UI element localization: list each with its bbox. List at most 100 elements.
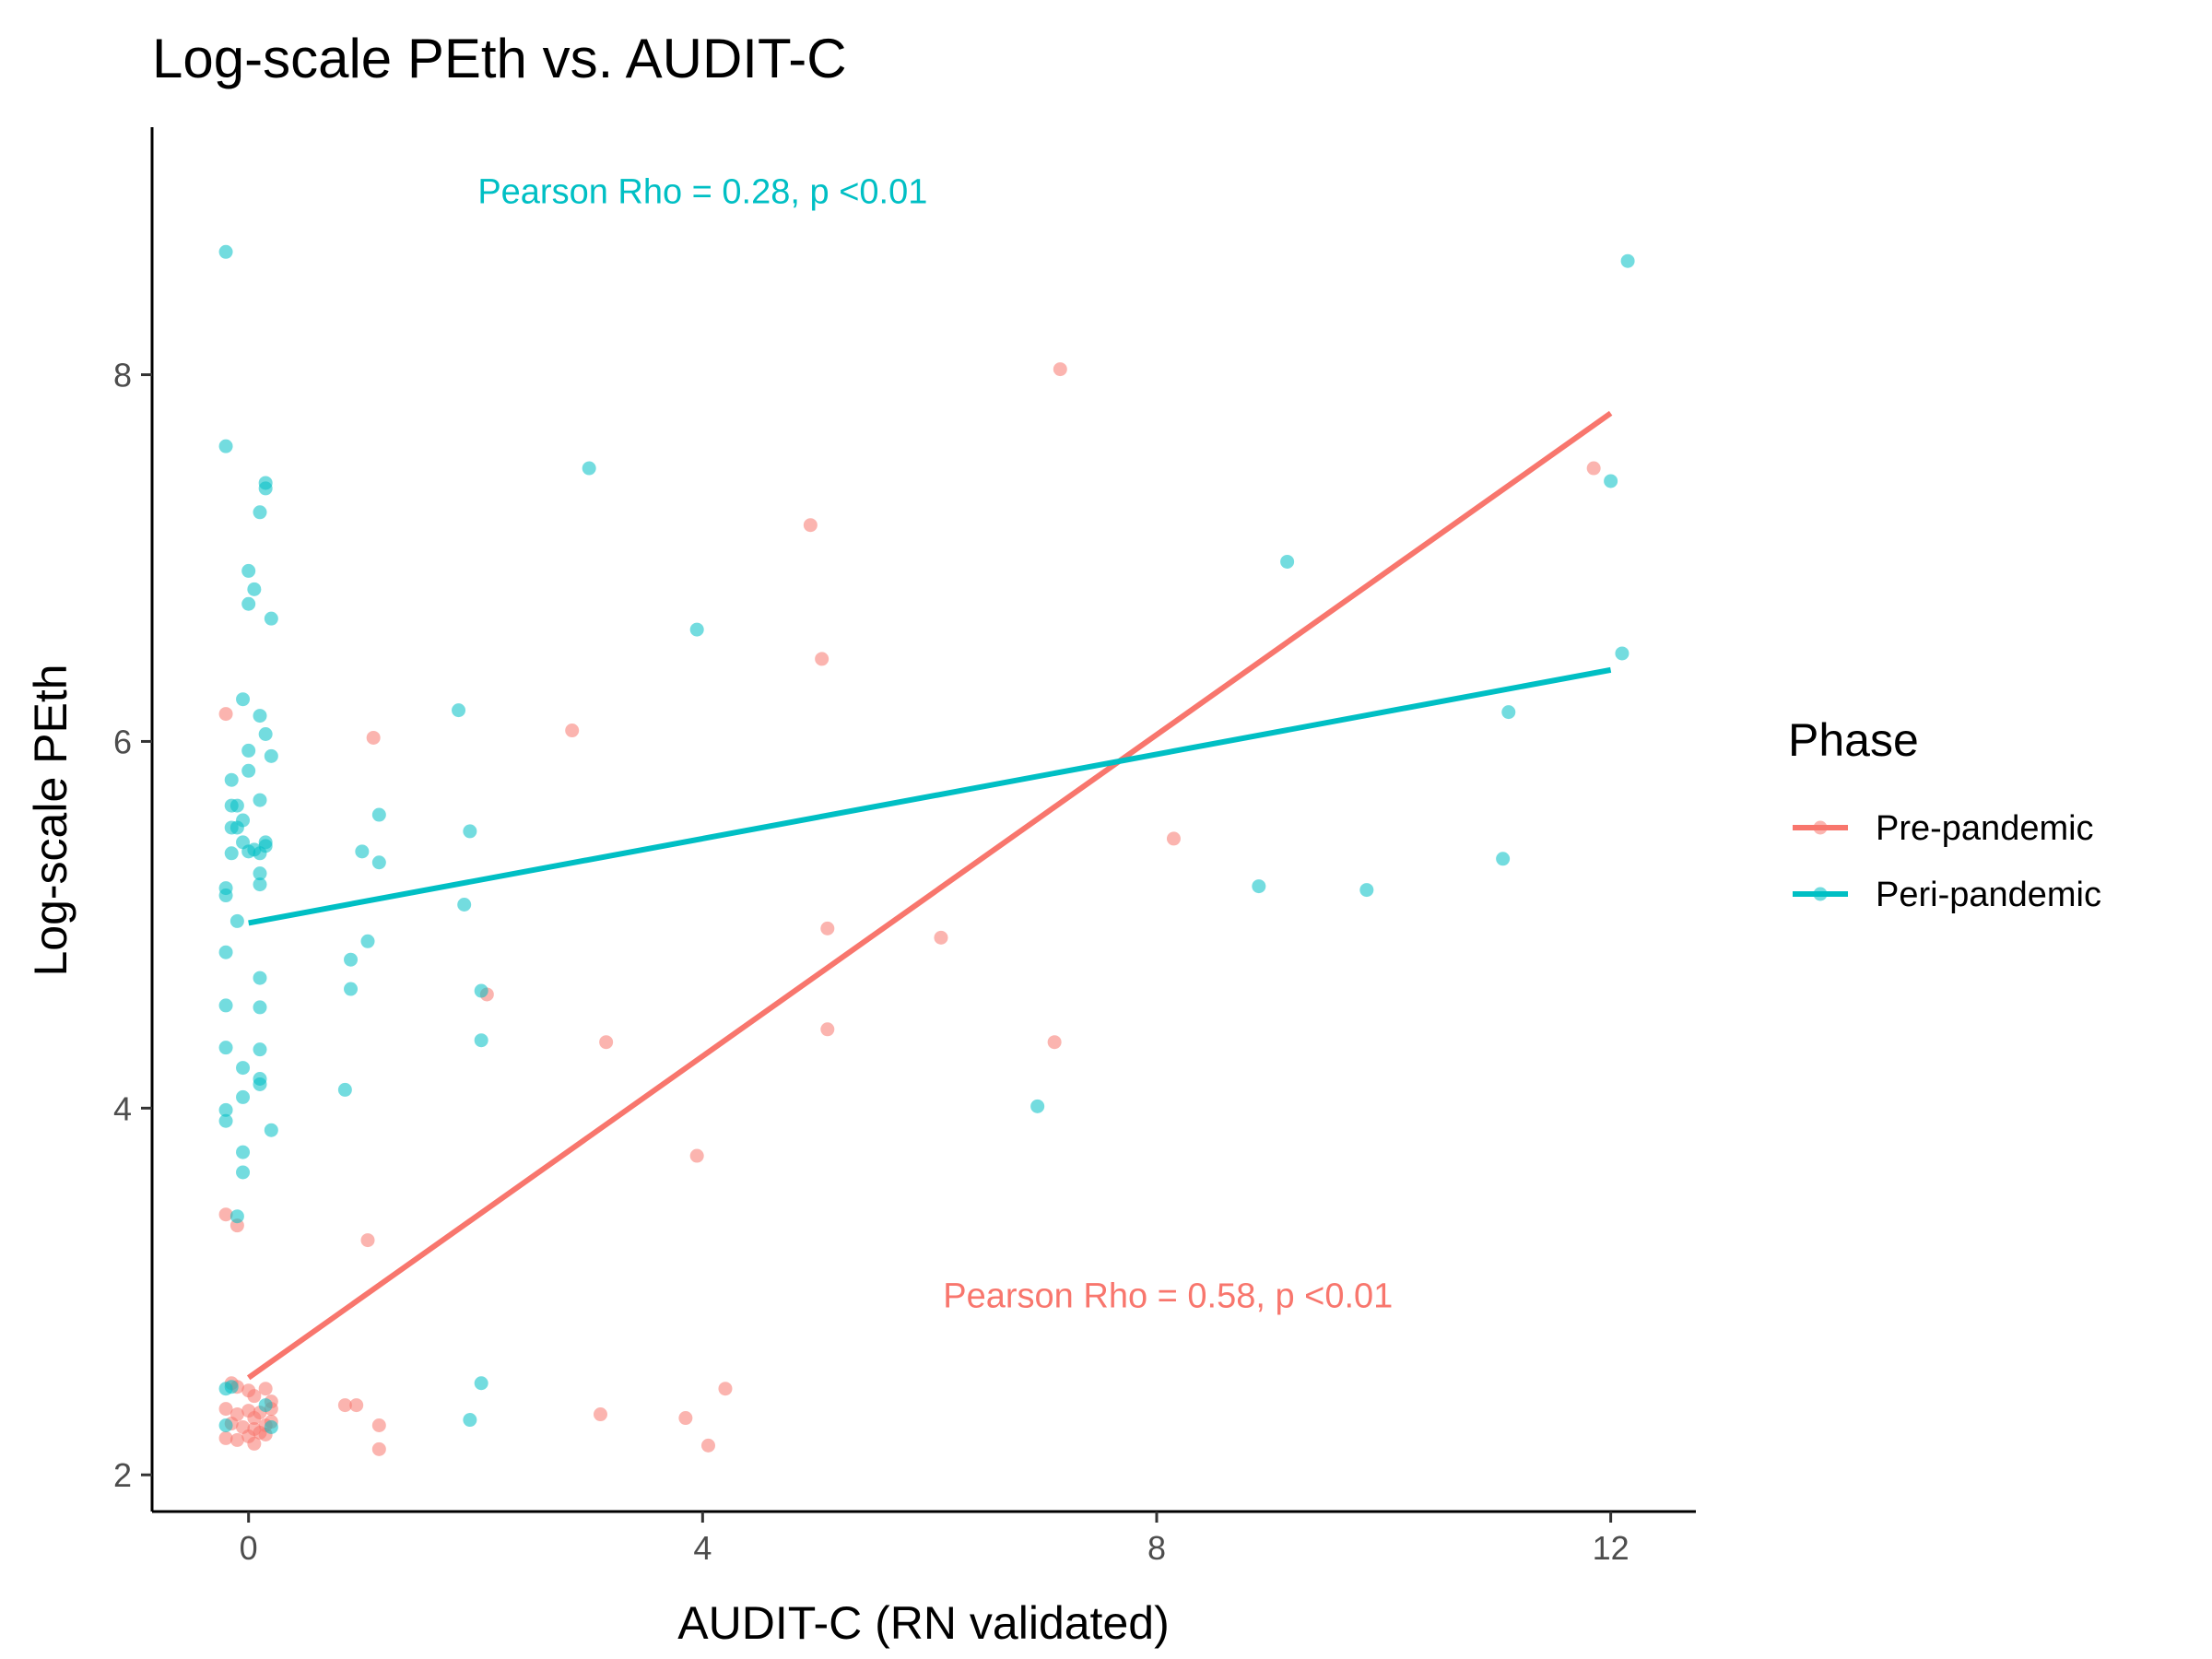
legend-key-point (1813, 820, 1828, 835)
data-point-peri-pandemic (224, 846, 239, 861)
data-point-peri-pandemic (264, 1419, 278, 1434)
data-point-peri-pandemic (253, 505, 267, 520)
data-point-peri-pandemic (258, 1398, 273, 1413)
data-point-peri-pandemic (474, 1376, 488, 1391)
data-point-peri-pandemic (236, 692, 251, 707)
data-point-peri-pandemic (689, 622, 704, 637)
data-point-pre-pandemic (1047, 1035, 1062, 1050)
annotations-layer: Pearson Rho = 0.58, p <0.01 Pearson Rho =… (477, 173, 1393, 1316)
data-point-peri-pandemic (463, 824, 477, 839)
y-axis-ticks: 2 4 6 8 (113, 357, 152, 1494)
data-point-pre-pandemic (820, 921, 835, 935)
x-tick-label: 4 (693, 1529, 712, 1567)
y-axis-title: Log-scale PEth (25, 664, 76, 976)
legend: Phase Pre-pandemic Peri-pandemic (1788, 714, 2101, 914)
data-point-peri-pandemic (582, 461, 596, 476)
data-point-peri-pandemic (253, 1077, 267, 1091)
data-point-peri-pandemic (1615, 646, 1630, 661)
data-point-peri-pandemic (236, 1061, 251, 1076)
data-point-peri-pandemic (253, 709, 267, 724)
data-point-pre-pandemic (229, 1432, 244, 1447)
data-point-peri-pandemic (1604, 474, 1618, 488)
data-point-peri-pandemic (1280, 554, 1295, 569)
data-point-peri-pandemic (236, 1165, 251, 1180)
data-point-peri-pandemic (218, 998, 233, 1013)
data-point-pre-pandemic (337, 1398, 352, 1413)
data-point-pre-pandemic (360, 1233, 375, 1248)
data-point-pre-pandemic (565, 724, 580, 738)
data-point-peri-pandemic (1496, 852, 1511, 866)
data-point-peri-pandemic (344, 952, 359, 967)
annotation-peri-pandemic: Pearson Rho = 0.28, p <0.01 (477, 173, 927, 212)
x-axis-ticks: 0 4 8 12 (240, 1512, 1630, 1567)
data-point-pre-pandemic (599, 1035, 614, 1050)
data-point-pre-pandemic (1053, 362, 1067, 377)
data-point-peri-pandemic (236, 1089, 251, 1104)
data-point-peri-pandemic (463, 1413, 477, 1428)
data-point-peri-pandemic (253, 1000, 267, 1015)
legend-item-peri-pandemic: Peri-pandemic (1793, 876, 2101, 914)
data-point-pre-pandemic (258, 1382, 273, 1396)
data-point-peri-pandemic (457, 898, 472, 912)
y-tick-label: 8 (113, 357, 132, 394)
data-point-peri-pandemic (264, 748, 278, 763)
legend-label: Pre-pandemic (1876, 809, 2094, 848)
data-point-peri-pandemic (236, 1145, 251, 1159)
legend-item-pre-pandemic: Pre-pandemic (1793, 809, 2094, 848)
data-point-pre-pandemic (820, 1022, 835, 1037)
data-point-pre-pandemic (349, 1398, 364, 1413)
data-point-pre-pandemic (593, 1407, 607, 1422)
data-point-pre-pandemic (218, 1402, 233, 1417)
data-point-pre-pandemic (1586, 461, 1601, 476)
points-layer (218, 244, 1635, 1456)
data-point-peri-pandemic (371, 855, 386, 870)
data-point-peri-pandemic (229, 1209, 244, 1224)
data-point-pre-pandemic (247, 1436, 262, 1451)
chart-title: Log-scale PEth vs. AUDIT-C (152, 28, 847, 89)
data-point-peri-pandemic (218, 244, 233, 259)
data-point-peri-pandemic (253, 846, 267, 861)
data-point-peri-pandemic (229, 798, 244, 813)
data-point-peri-pandemic (1030, 1099, 1045, 1113)
data-point-peri-pandemic (253, 793, 267, 807)
data-point-pre-pandemic (218, 1430, 233, 1445)
data-point-peri-pandemic (264, 1123, 278, 1137)
legend-title: Phase (1788, 714, 1919, 766)
data-point-peri-pandemic (218, 1113, 233, 1128)
data-point-peri-pandemic (218, 1102, 233, 1117)
data-point-pre-pandemic (934, 930, 948, 945)
data-point-peri-pandemic (241, 743, 256, 758)
y-tick-label: 4 (113, 1089, 132, 1127)
data-point-peri-pandemic (474, 983, 488, 998)
data-point-pre-pandemic (218, 1207, 233, 1222)
data-point-peri-pandemic (224, 772, 239, 787)
data-point-peri-pandemic (218, 1418, 233, 1432)
data-point-pre-pandemic (678, 1411, 693, 1426)
data-point-peri-pandemic (452, 703, 466, 718)
data-point-peri-pandemic (337, 1082, 352, 1097)
x-axis-title: AUDIT-C (RN validated) (677, 1597, 1169, 1649)
data-point-peri-pandemic (218, 945, 233, 959)
y-tick-label: 2 (113, 1456, 132, 1494)
data-point-peri-pandemic (1620, 253, 1635, 268)
data-point-peri-pandemic (253, 877, 267, 892)
data-point-pre-pandemic (371, 1441, 386, 1456)
data-point-pre-pandemic (247, 1389, 262, 1404)
x-tick-label: 12 (1593, 1529, 1630, 1567)
data-point-peri-pandemic (224, 1380, 239, 1394)
data-point-peri-pandemic (371, 807, 386, 822)
data-point-pre-pandemic (689, 1148, 704, 1163)
data-point-peri-pandemic (474, 1033, 488, 1048)
fit-line-peri-pandemic (248, 666, 1612, 926)
data-point-peri-pandemic (218, 1041, 233, 1055)
data-point-peri-pandemic (253, 971, 267, 985)
data-point-pre-pandemic (718, 1382, 733, 1396)
data-point-peri-pandemic (360, 934, 375, 948)
data-point-peri-pandemic (229, 820, 244, 835)
fit-lines-layer (246, 410, 1613, 1381)
data-point-peri-pandemic (218, 439, 233, 453)
data-point-pre-pandemic (1166, 831, 1181, 846)
x-tick-label: 0 (240, 1529, 258, 1567)
